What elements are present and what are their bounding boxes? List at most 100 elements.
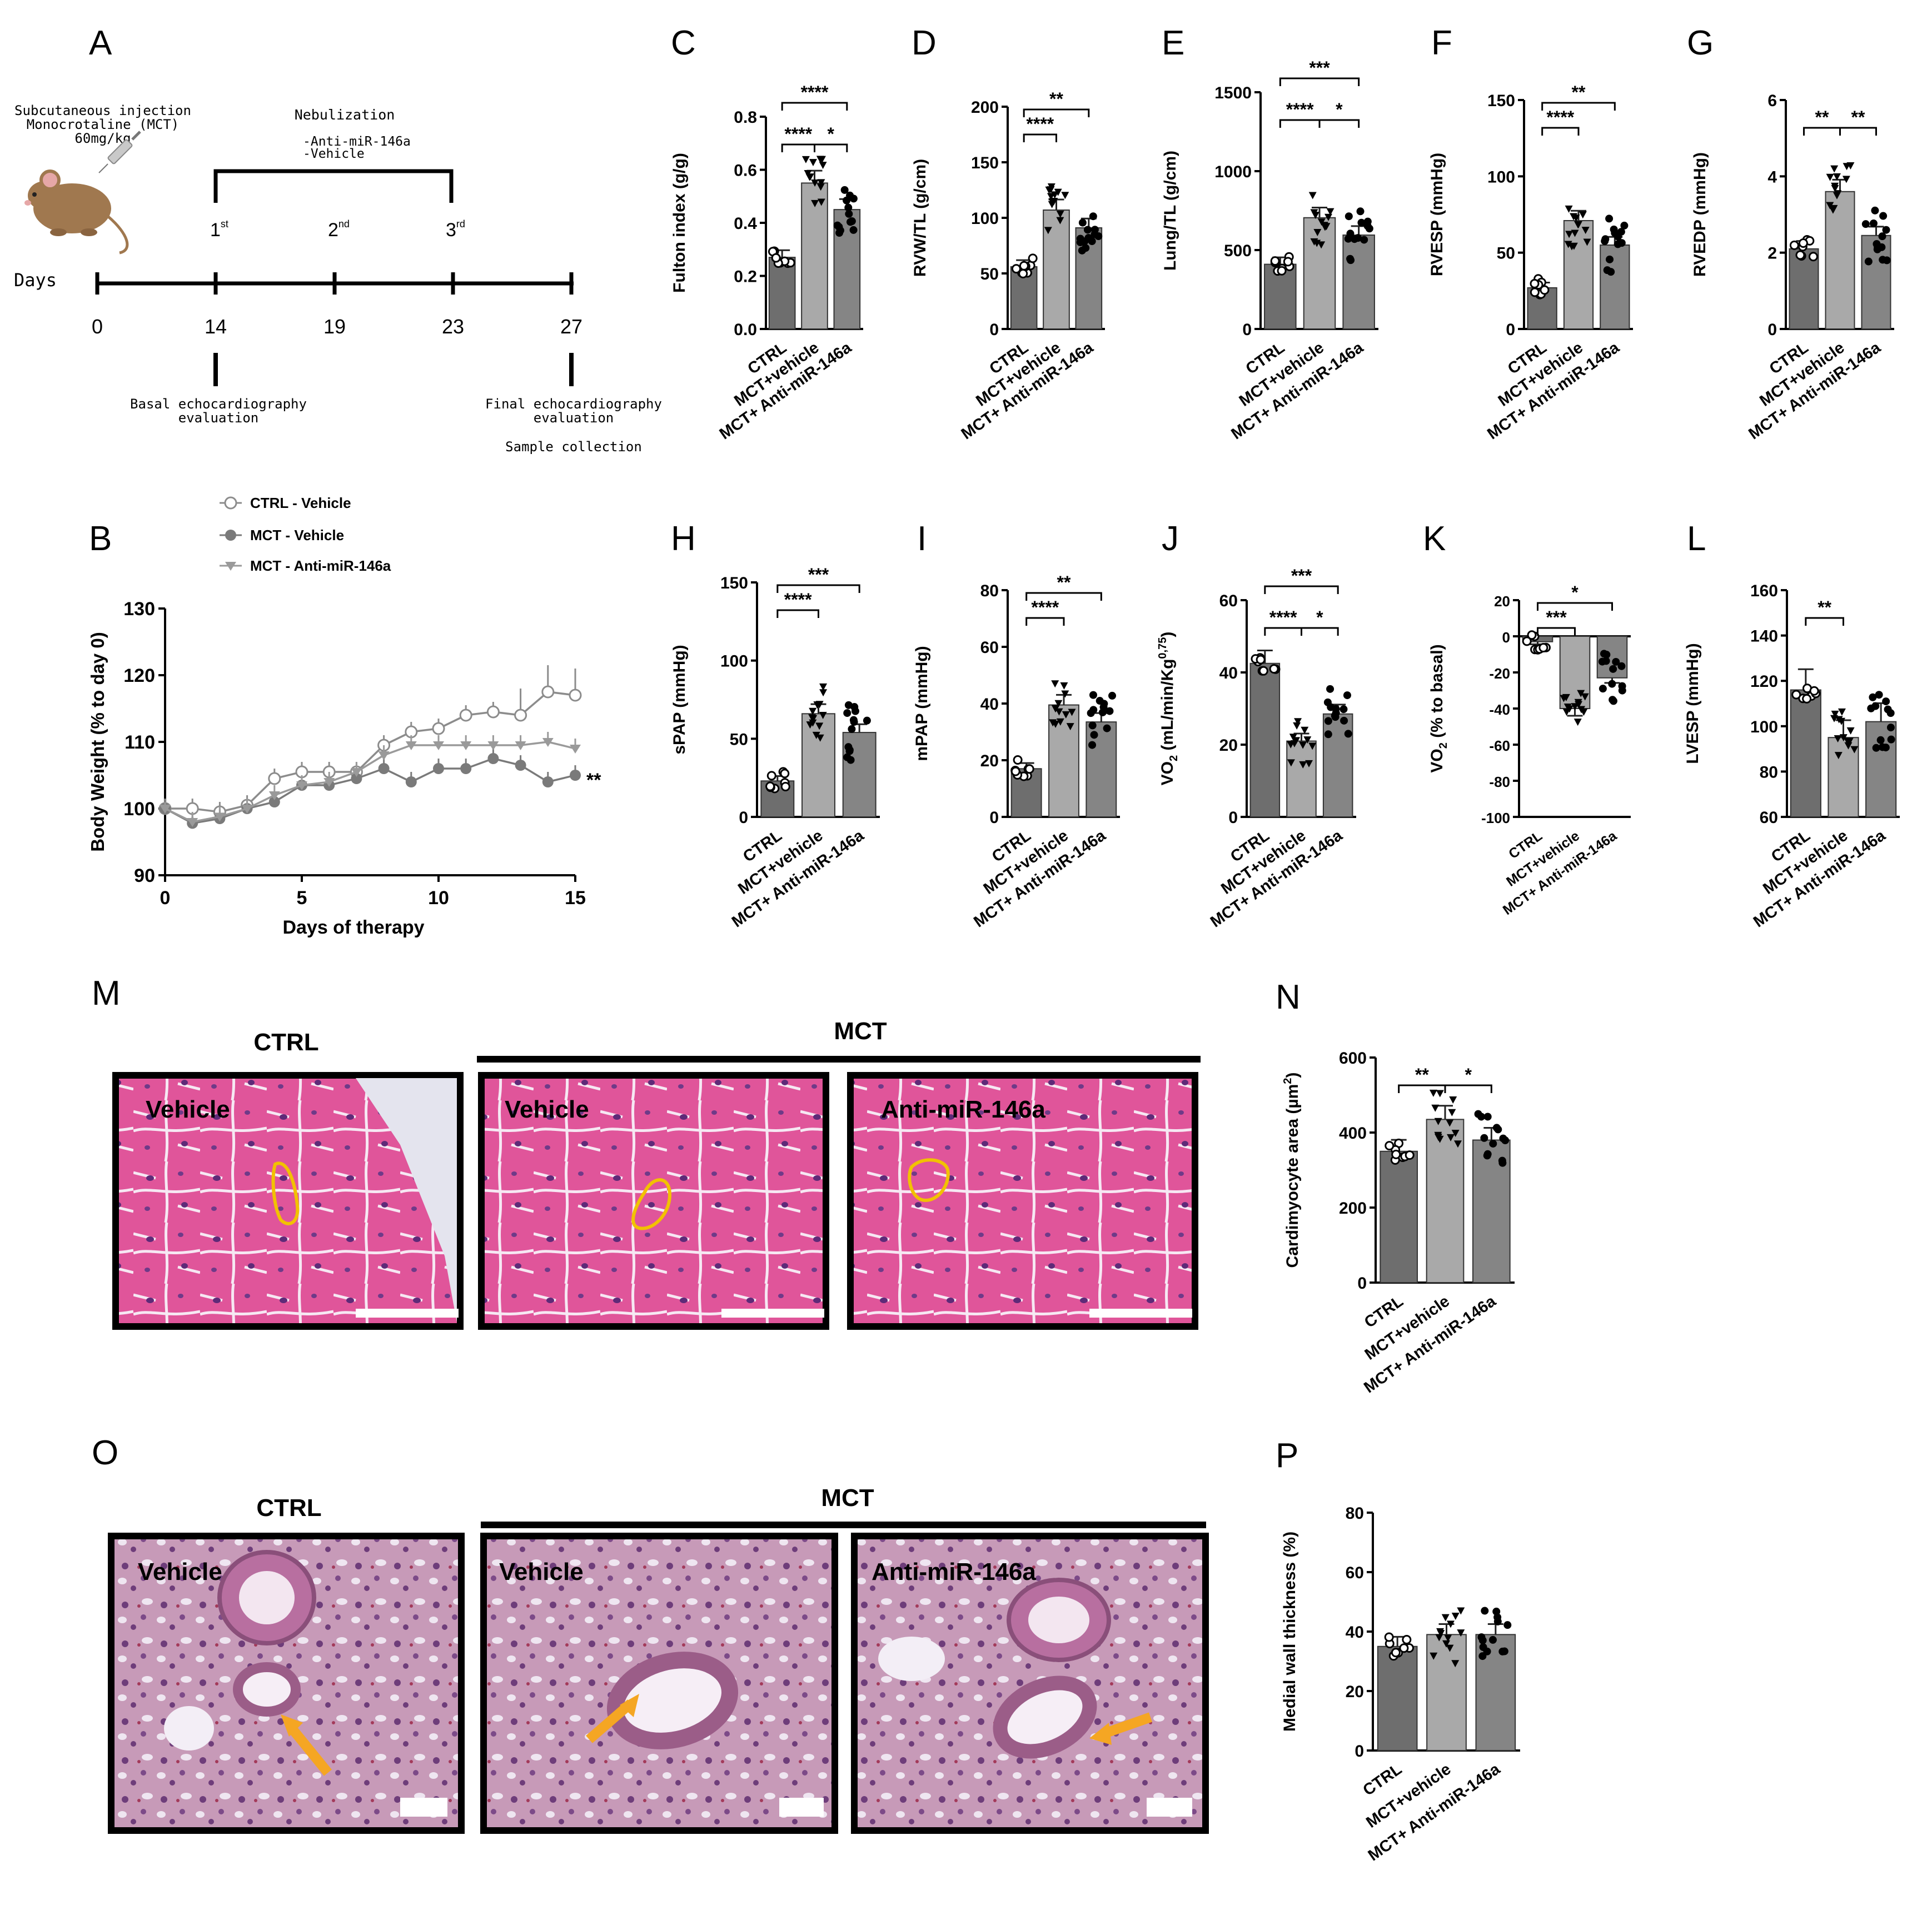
j-point [1308,742,1317,750]
c-point [819,162,827,169]
panel-letter-m: M [92,974,121,1013]
n-point [1489,1139,1497,1148]
g-point [1789,240,1799,250]
d-sig-label: ** [1049,89,1063,109]
e-y-tick-label: 500 [1224,242,1252,260]
g-point [1830,165,1839,173]
f-point [1617,228,1625,236]
sample-collection: Sample collection [505,439,642,455]
b-point [460,763,472,774]
d-y-tick-label: 200 [971,98,999,117]
h-point [851,707,859,715]
arrow-o-mct-vehicle [586,1699,634,1743]
d-y-tick-label: 50 [980,265,999,283]
b-point [432,722,445,735]
g-point [1829,206,1837,214]
n-point [1480,1134,1488,1142]
h-point [816,734,824,742]
l-point [1834,735,1842,743]
f-point [1565,231,1574,238]
l-point [1872,744,1880,752]
n-point [1453,1140,1462,1148]
j-y-tick-label: 20 [1219,736,1238,755]
j-y-label: VO2 (mL/min/Kg0,75) [1157,632,1180,786]
f-point [1620,221,1629,230]
p-point [1402,1635,1412,1645]
k-y-tick-label: -40 [1489,701,1510,718]
legend-item-ctrl-vehicle: CTRL - Vehicle [220,495,351,511]
scale-bar-o-mct-vehicle [779,1798,824,1817]
p-point [1488,1635,1497,1644]
k-sig-label: *** [1546,607,1567,627]
e-bar-2 [1342,235,1375,330]
i-point [1062,711,1070,719]
p-point [1399,1643,1409,1653]
j-point [1293,722,1301,730]
i-y-label: mPAP (mmHg) [913,646,931,761]
k-point [1602,651,1611,659]
g-point [1842,176,1850,183]
b-annotation: ** [586,770,601,791]
f-y-tick-label: 50 [1497,245,1515,263]
h-sig-label: *** [808,565,829,585]
n-sig-bracket [1444,1084,1492,1093]
n-y-label: Cardimyocyte area (µm2) [1282,1073,1302,1268]
j-point [1294,718,1302,726]
l-point [1838,708,1846,716]
f-sig-label: ** [1572,82,1586,102]
n-point [1431,1104,1440,1112]
k-point [1562,694,1570,701]
p-point [1457,1607,1465,1615]
g-point [1846,162,1855,169]
i-point [1088,721,1097,730]
panel-letters: A B C D E F G H I J K L M N O P [89,24,1714,1475]
h-y-tick-label: 0 [739,809,748,827]
b-y-label: Body Weight (% to day 0) [87,632,108,851]
p-point [1500,1647,1508,1655]
h-point [819,683,828,691]
b-x-tick-label: 10 [428,887,449,909]
p-point [1446,1620,1455,1628]
o-label-ctrl-vehicle: Vehicle [138,1558,222,1585]
b-point [268,791,280,800]
timeline-ticks [95,272,574,295]
h-point [819,711,827,719]
m-image-mct-vehicle: Vehicle [478,1072,829,1330]
g-y-tick-label: 0 [1767,321,1777,339]
k-point [1538,643,1548,653]
j-sig-label: * [1316,607,1323,627]
panel-letter-j: J [1162,520,1179,558]
f-sig-bracket [1541,127,1580,136]
k-point [1574,719,1582,726]
g-point [1871,206,1879,215]
k-point [1599,685,1607,693]
h-sig-bracket [776,609,819,618]
i-point [1061,690,1069,698]
l-y-tick-label: 60 [1760,809,1778,827]
nebulization-item-2: -Vehicle [303,147,365,161]
c-point [805,173,814,181]
b-point [296,781,307,790]
p-point [1493,1613,1502,1622]
f-point [1581,227,1590,235]
l-point [1844,742,1853,750]
c-point [816,183,825,191]
p-point [1391,1648,1401,1658]
f-point [1606,255,1614,263]
b-point [323,778,335,787]
g-point [1808,252,1818,262]
e-y-label: Lung/TL (g/cm) [1161,151,1179,271]
cell-outline-mct-anti [908,1158,950,1203]
b-point [351,773,362,784]
g-sig-label: ** [1815,107,1829,127]
h-point [806,721,814,729]
f-y-tick-label: 100 [1487,168,1515,186]
e-sig-bracket [1279,119,1321,128]
nebulization-title: Nebulization [295,107,395,123]
dose-labels: 1st 2nd 3rd [210,218,465,241]
n-point [1434,1118,1442,1125]
l-point [1830,715,1839,722]
